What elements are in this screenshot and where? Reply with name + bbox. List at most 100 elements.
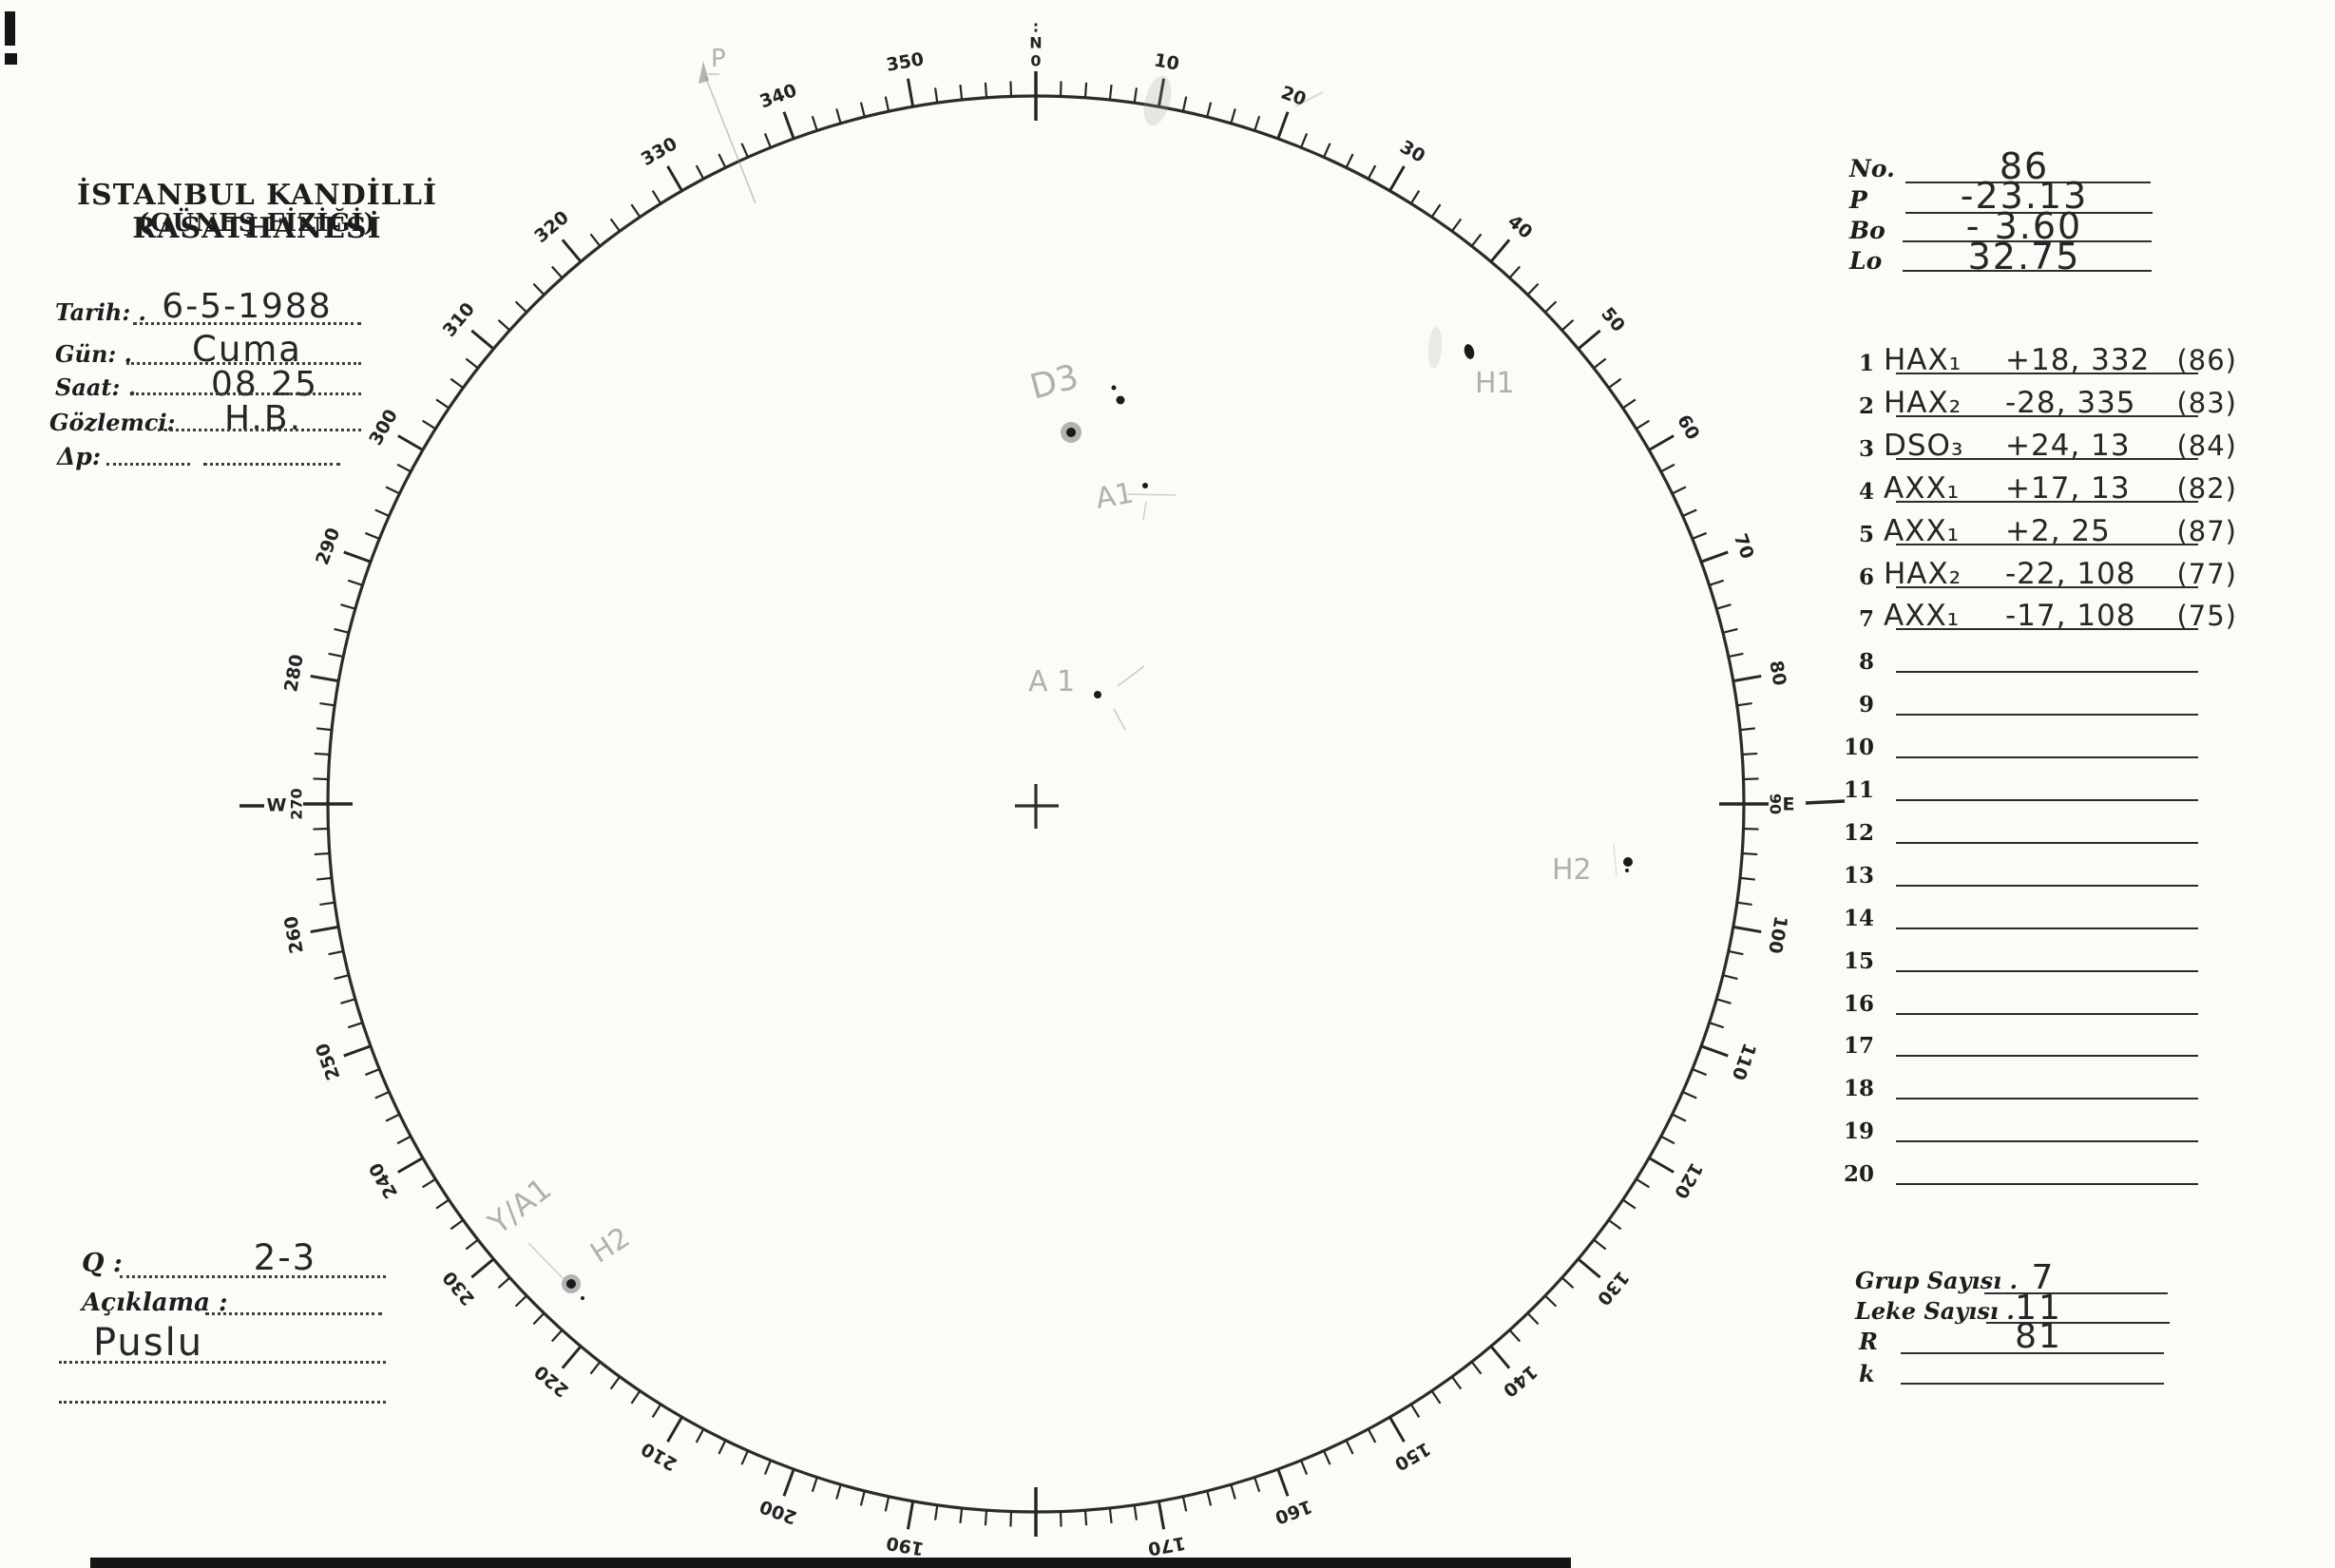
- obs-row: 1 HAX₁ +18, 332 (86): [1834, 338, 2236, 377]
- obs-row-number: 4: [1858, 478, 1874, 505]
- dotted-line: [59, 1401, 386, 1404]
- tick-marks: [303, 71, 1769, 1537]
- obs-entry-code: AXX₁: [1884, 470, 1961, 506]
- pencil-stroke: [1117, 665, 1145, 687]
- degree-label: 160: [1273, 1496, 1315, 1528]
- scan-edge-mark: [5, 11, 15, 46]
- field-label-saat: Saat: .: [55, 373, 137, 401]
- obs-entry-paren: (87): [2176, 514, 2237, 547]
- degree-label: 330: [638, 133, 680, 170]
- notes-value-q: 2-3: [253, 1237, 317, 1278]
- summary-label-r: R: [1859, 1328, 1878, 1355]
- obs-row-number: 16: [1843, 990, 1874, 1017]
- obs-entry-paren: (82): [2176, 471, 2237, 505]
- obs-entry: AXX₁ +17, 13 (82): [1884, 471, 2237, 506]
- obs-row-line: [1896, 1140, 2198, 1143]
- field-value-saat: 08 25: [211, 365, 319, 404]
- blank-line: [1984, 1292, 2168, 1294]
- degree-label: 230: [439, 1267, 479, 1310]
- obs-row-line: [1896, 1055, 2198, 1058]
- pencil-label: P: [711, 45, 726, 73]
- field-label-gun: Gün: .: [55, 340, 132, 368]
- degree-label: 80: [1765, 659, 1790, 687]
- summary-label-leke: Leke Sayısı .: [1855, 1297, 2015, 1325]
- degree-label: 10: [1153, 49, 1181, 74]
- summary-label-grup: Grup Sayısı .: [1855, 1267, 2019, 1294]
- ephemeris-value-p: -23.13: [1960, 175, 2089, 217]
- obs-entry-code: DSO₃: [1884, 428, 1964, 463]
- obs-row-line: [1896, 585, 2198, 588]
- obs-row: 12: [1834, 808, 2226, 846]
- field-label-gozlemci: Gözlemci:: [49, 409, 176, 436]
- degree-label: 300: [365, 406, 402, 449]
- scan-edge-mark: [5, 53, 17, 65]
- degree-label: 70: [1730, 531, 1758, 562]
- notes-label-q: Q :: [82, 1249, 123, 1278]
- cardinal-label: 0: [1030, 52, 1041, 70]
- obs-row-line: [1896, 414, 2198, 417]
- obs-row: 16: [1834, 979, 2226, 1017]
- degree-label: 40: [1503, 211, 1536, 243]
- obs-row-line: [1896, 927, 2198, 929]
- obs-entry-pos: +24, 13: [2005, 428, 2131, 463]
- sunspot: [1116, 395, 1125, 405]
- obs-row-number: 8: [1858, 649, 1874, 676]
- obs-entry-pos: +17, 13: [2005, 470, 2131, 506]
- obs-row: 4 AXX₁ +17, 13 (82): [1834, 467, 2236, 506]
- degree-label: 50: [1597, 303, 1629, 335]
- obs-row: 13: [1834, 851, 2226, 889]
- obs-entry-code: AXX₁: [1884, 513, 1961, 548]
- obs-row-line: [1896, 671, 2198, 674]
- sunspot: [1111, 385, 1117, 391]
- pencil-label: D3: [1026, 357, 1083, 408]
- obs-row-line: [1896, 714, 2198, 717]
- pencil-arrowhead: [699, 61, 709, 84]
- obs-row: 11: [1834, 765, 2226, 803]
- sunspot: [1625, 869, 1629, 872]
- pencil-label: H2: [1552, 853, 1592, 887]
- obs-row: 2 HAX₂ -28, 335 (83): [1834, 381, 2236, 420]
- dotted-line: [126, 362, 361, 365]
- blank-line: [1903, 270, 2152, 272]
- cardinal-label: 90: [1767, 794, 1785, 814]
- obs-row: 6 HAX₂ -22, 108 (77): [1834, 552, 2236, 591]
- summary-label-k: k: [1859, 1360, 1875, 1387]
- scan-artifacts: [5, 11, 1571, 1568]
- pencil-label: Y/A1: [481, 1171, 558, 1242]
- obs-row: 10: [1834, 722, 2226, 760]
- obs-entry: HAX₂ -28, 335 (83): [1884, 386, 2237, 420]
- obs-row-number: 7: [1858, 606, 1874, 633]
- degree-label: 100: [1764, 914, 1791, 955]
- degree-label: 220: [530, 1361, 573, 1401]
- obs-row-line: [1896, 543, 2198, 545]
- pencil-label: A 1: [1028, 665, 1075, 698]
- dotted-line: [133, 322, 361, 325]
- obs-row-line: [1896, 457, 2198, 460]
- obs-row: 19: [1834, 1106, 2226, 1144]
- obs-row-number: 1: [1858, 351, 1874, 376]
- sunspot: [1094, 691, 1101, 698]
- obs-entry-pos: +18, 332: [2005, 343, 2151, 377]
- degree-label: 170: [1146, 1532, 1187, 1559]
- field-value-gozlemci: H.B.: [223, 399, 303, 438]
- obs-entry-paren: (84): [2176, 429, 2237, 462]
- pencil-stroke: [1113, 708, 1126, 731]
- obs-row-line: [1896, 756, 2198, 759]
- obs-entry-pos: -17, 108: [2005, 599, 2136, 634]
- obs-row-number: 19: [1843, 1119, 1874, 1145]
- obs-entry-paren: (77): [2176, 557, 2237, 590]
- obs-row-line: [1896, 500, 2198, 503]
- pencil-annotations: D3 A1 A 1 H1 H2 Y/A1 H2 P: [481, 45, 1617, 1279]
- dotted-line: [203, 463, 340, 466]
- ephemeris-label-lo: Lo: [1849, 247, 1883, 275]
- east-dash: [1805, 799, 1846, 805]
- degree-label: 150: [1391, 1438, 1434, 1475]
- degree-label: 120: [1670, 1159, 1707, 1202]
- degree-label: 260: [280, 914, 308, 955]
- obs-entry-code: HAX₂: [1884, 556, 1962, 591]
- degree-label: 60: [1673, 411, 1703, 444]
- degree-label: 340: [757, 80, 800, 112]
- summary-value-leke: 11: [2015, 1289, 2062, 1328]
- obs-row-number: 5: [1858, 521, 1874, 547]
